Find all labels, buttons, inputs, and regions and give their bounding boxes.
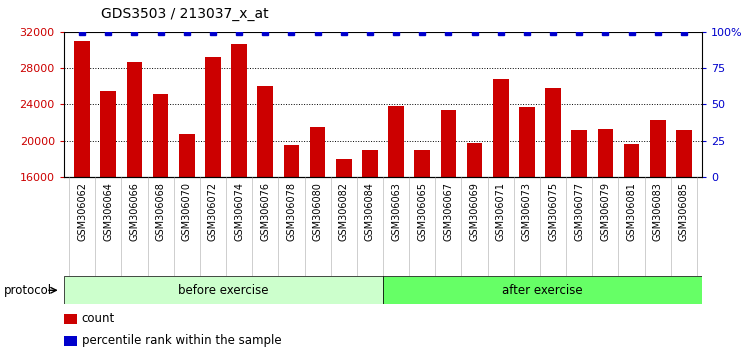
Bar (572, 130, 587, 322)
Bar (309, 127, 325, 322)
Text: before exercise: before exercise (178, 284, 269, 297)
Bar (231, 44, 247, 322)
Bar (127, 62, 143, 322)
Text: GSM306078: GSM306078 (286, 182, 297, 241)
Bar (623, 144, 639, 322)
Text: GSM306077: GSM306077 (575, 182, 584, 241)
Text: GSM306070: GSM306070 (182, 182, 192, 241)
Text: count: count (82, 312, 115, 325)
Text: GSM306071: GSM306071 (496, 182, 505, 241)
Text: after exercise: after exercise (502, 284, 583, 297)
Text: GSM306085: GSM306085 (679, 182, 689, 241)
Text: GSM306084: GSM306084 (365, 182, 375, 241)
Bar (64, 314, 77, 324)
Text: GSM306065: GSM306065 (418, 182, 427, 241)
Text: GSM306069: GSM306069 (469, 182, 480, 241)
Bar (598, 129, 614, 322)
Text: GSM306063: GSM306063 (391, 182, 401, 241)
Text: GSM306066: GSM306066 (129, 182, 140, 241)
Bar (650, 120, 665, 322)
Text: GSM306062: GSM306062 (77, 182, 87, 241)
Bar (545, 88, 561, 322)
Text: GSM306074: GSM306074 (234, 182, 244, 241)
Bar (64, 276, 383, 304)
Bar (466, 143, 482, 322)
Bar (284, 145, 300, 322)
Bar (336, 159, 351, 322)
Bar (179, 135, 195, 322)
Text: GSM306080: GSM306080 (312, 182, 323, 241)
Text: GSM306072: GSM306072 (208, 182, 218, 241)
Bar (64, 336, 77, 346)
Bar (362, 150, 378, 322)
Text: GSM306064: GSM306064 (104, 182, 113, 241)
Text: GSM306067: GSM306067 (443, 182, 454, 241)
Bar (519, 107, 535, 322)
Bar (415, 150, 430, 322)
Text: percentile rank within the sample: percentile rank within the sample (82, 334, 282, 347)
Text: GSM306079: GSM306079 (600, 182, 611, 241)
Text: GSM306082: GSM306082 (339, 182, 348, 241)
Bar (383, 276, 702, 304)
Bar (258, 86, 273, 322)
Text: GSM306083: GSM306083 (653, 182, 662, 241)
Bar (388, 106, 404, 322)
Bar (152, 93, 168, 322)
Text: GSM306076: GSM306076 (261, 182, 270, 241)
Bar (441, 110, 457, 322)
Bar (493, 79, 508, 322)
Bar (101, 91, 116, 322)
Bar (205, 57, 221, 322)
Text: GSM306073: GSM306073 (522, 182, 532, 241)
Text: GSM306081: GSM306081 (626, 182, 637, 241)
Bar (74, 41, 90, 322)
Bar (676, 130, 692, 322)
Text: protocol: protocol (4, 284, 52, 297)
Text: GDS3503 / 213037_x_at: GDS3503 / 213037_x_at (101, 7, 269, 21)
Text: GSM306075: GSM306075 (548, 182, 558, 241)
Text: GSM306068: GSM306068 (155, 182, 166, 241)
